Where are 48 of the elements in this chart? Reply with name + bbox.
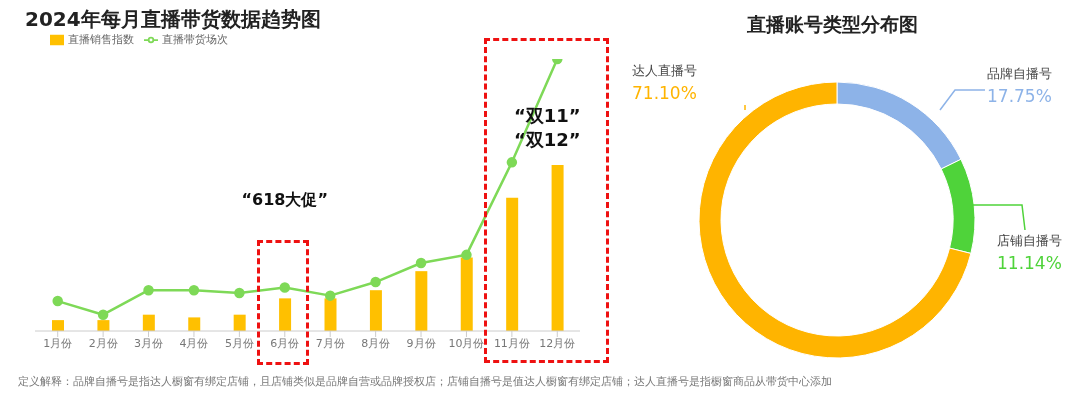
chart-title: 直播账号类型分布图 — [745, 12, 919, 37]
point — [506, 157, 518, 168]
point — [143, 284, 154, 296]
x-tick-label: 4月份 — [179, 336, 209, 350]
x-tick-label: 7月份 — [315, 336, 345, 350]
point — [324, 290, 336, 301]
point — [188, 284, 200, 296]
x-tick-label: 2月份 — [88, 336, 118, 350]
annotation: “618大促” — [240, 190, 329, 211]
bar — [460, 257, 473, 331]
bar — [97, 320, 110, 331]
x-tick-label: 9月份 — [406, 336, 436, 350]
bar — [415, 271, 428, 331]
point — [415, 257, 427, 269]
legend-label: 直播带货场次 — [162, 33, 228, 46]
point — [97, 309, 109, 320]
text: 定义解释：品牌自播号是指达人橱窗有绑定店铺，且店铺类似是品牌自营或品牌授权店；店铺自播号是值达人橱窗有绑定店铺；达人直播号是指橱窗商品从带货中心添加 — [18, 374, 832, 389]
x-tick-label: 5月份 — [224, 336, 254, 350]
bar — [551, 165, 564, 331]
bar — [142, 314, 155, 331]
slice-label: 达人直播号 — [632, 63, 697, 78]
bar — [188, 317, 201, 331]
point — [370, 276, 381, 288]
bar — [52, 320, 64, 331]
x-tick-label: 8月份 — [361, 336, 391, 350]
slice-label: 品牌自播号 — [987, 66, 1052, 81]
chart-title: 2024年每月直播带货数据趋势图 — [25, 6, 321, 33]
slice-label: 店铺自播号 — [997, 233, 1062, 248]
x-tick-label: 12月份 — [539, 336, 576, 350]
point — [461, 249, 472, 261]
bar — [279, 298, 292, 331]
x-tick-label: 6月份 — [270, 336, 300, 350]
bar — [233, 314, 246, 331]
data-label: 17.75% — [987, 86, 1052, 106]
x-tick-label: 3月份 — [134, 336, 164, 350]
legend-label: 直播销售指数 — [68, 33, 134, 46]
donut-slice — [698, 81, 972, 359]
point — [279, 282, 291, 293]
point — [52, 295, 63, 307]
x-tick-label: 1月份 — [43, 336, 73, 350]
point — [234, 287, 245, 299]
bar — [324, 298, 337, 331]
x-tick-label: 10月份 — [448, 336, 485, 350]
bar — [506, 197, 519, 331]
bar — [369, 290, 382, 331]
data-label: 11.14% — [997, 253, 1062, 273]
data-label: 71.10% — [632, 83, 697, 103]
x-tick-label: 11月份 — [493, 336, 530, 350]
